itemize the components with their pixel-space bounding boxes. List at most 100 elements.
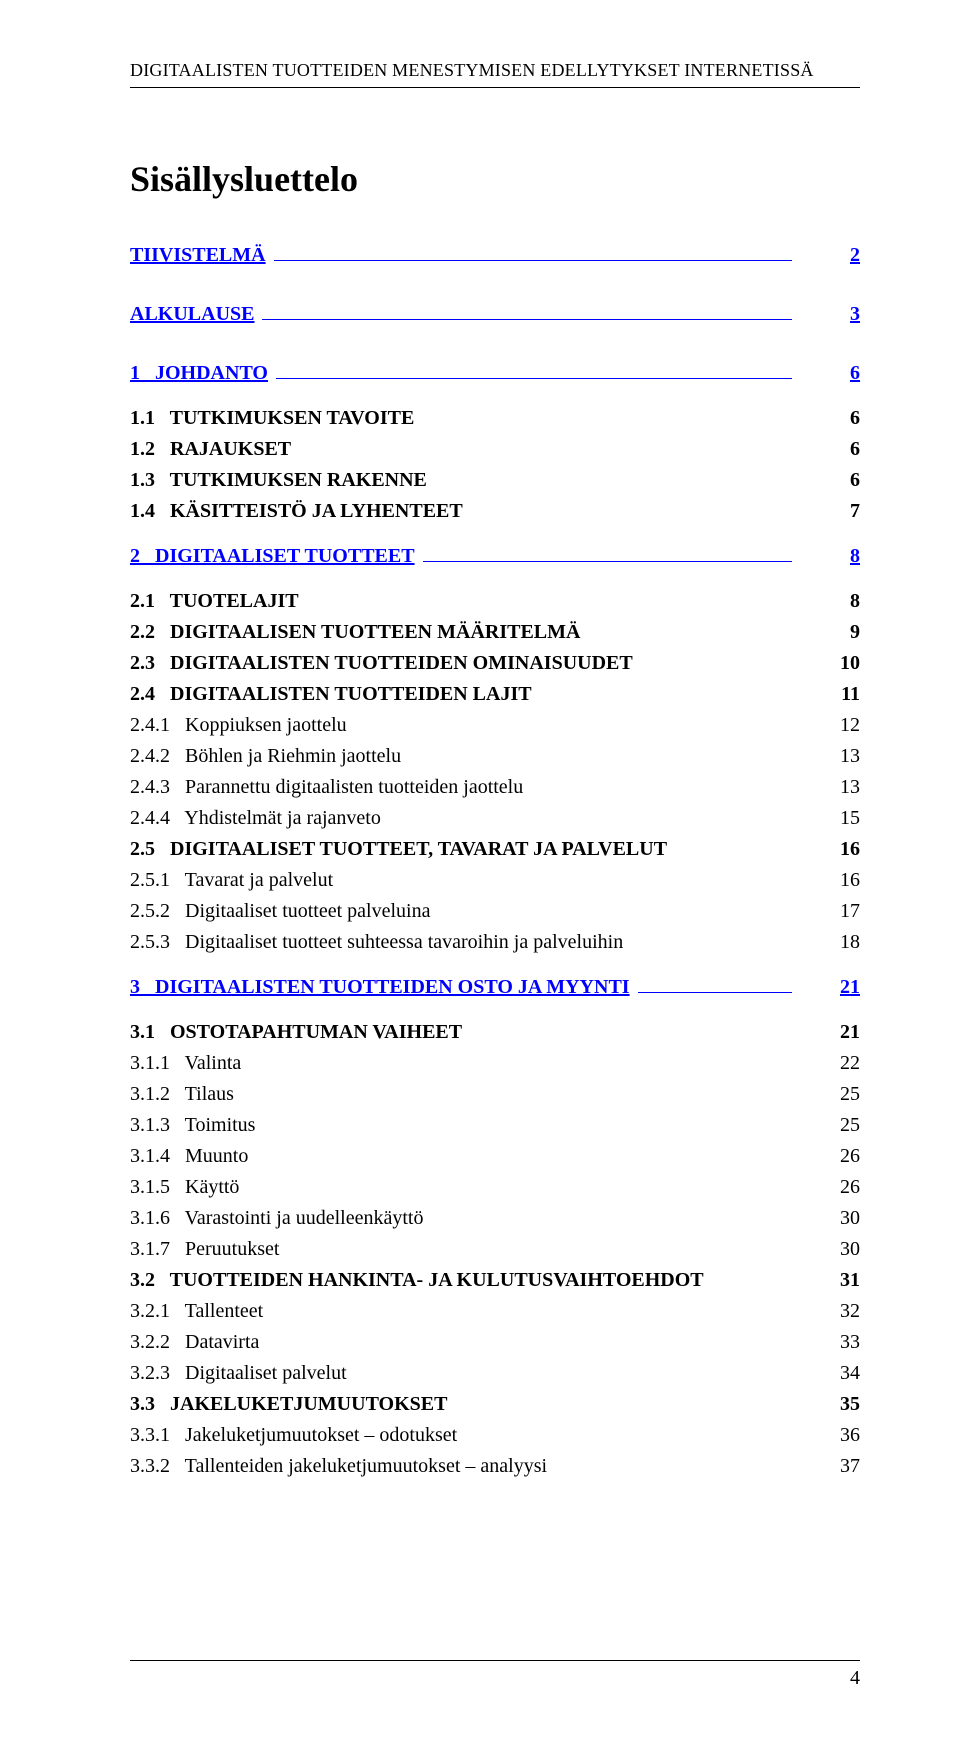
page-number: 4 bbox=[130, 1660, 860, 1690]
toc-leader-rule bbox=[262, 319, 792, 320]
toc-label: 1.4 KÄSITTEISTÖ JA LYHENTEET bbox=[130, 496, 463, 527]
toc-page-number: 30 bbox=[800, 1234, 860, 1265]
toc-page-number[interactable]: 3 bbox=[800, 299, 860, 330]
toc-page-number: 10 bbox=[800, 648, 860, 679]
page-footer: 4 bbox=[130, 1660, 860, 1690]
toc-label[interactable]: 3 DIGITAALISTEN TUOTTEIDEN OSTO JA MYYNT… bbox=[130, 972, 630, 1003]
toc-label[interactable]: 2 DIGITAALISET TUOTTEET bbox=[130, 541, 415, 572]
toc-line: 3.2.3 Digitaaliset palvelut34 bbox=[130, 1358, 860, 1389]
toc-label: 2.4.3 Parannettu digitaalisten tuotteide… bbox=[130, 772, 523, 803]
toc-page-number: 22 bbox=[800, 1048, 860, 1079]
toc-label: 3.3.2 Tallenteiden jakeluketjumuutokset … bbox=[130, 1451, 547, 1482]
toc-label: 3.1.2 Tilaus bbox=[130, 1079, 234, 1110]
toc-page-number: 9 bbox=[800, 617, 860, 648]
toc-page-number: 31 bbox=[800, 1265, 860, 1296]
toc-label: 3.3.1 Jakeluketjumuutokset – odotukset bbox=[130, 1420, 457, 1451]
toc-page-number: 16 bbox=[800, 834, 860, 865]
toc-line: 3.1.1 Valinta 22 bbox=[130, 1048, 860, 1079]
toc-line: 3.3.1 Jakeluketjumuutokset – odotukset36 bbox=[130, 1420, 860, 1451]
toc-page-number: 17 bbox=[800, 896, 860, 927]
toc-line: 2.3 DIGITAALISTEN TUOTTEIDEN OMINAISUUDE… bbox=[130, 648, 860, 679]
toc-leader-rule bbox=[274, 260, 792, 261]
toc-line: 1.4 KÄSITTEISTÖ JA LYHENTEET 7 bbox=[130, 496, 860, 527]
toc-page-number: 30 bbox=[800, 1203, 860, 1234]
toc-page-number: 13 bbox=[800, 741, 860, 772]
table-of-contents: TIIVISTELMÄ2ALKULAUSE31 JOHDANTO61.1 TUT… bbox=[130, 240, 860, 1482]
toc-line: 3.3 JAKELUKETJUMUUTOKSET35 bbox=[130, 1389, 860, 1420]
toc-page-number: 26 bbox=[800, 1172, 860, 1203]
toc-page-number: 25 bbox=[800, 1110, 860, 1141]
toc-label: 3.1.3 Toimitus bbox=[130, 1110, 255, 1141]
toc-page-number: 7 bbox=[800, 496, 860, 527]
toc-line: 2.4.4 Yhdistelmät ja rajanveto15 bbox=[130, 803, 860, 834]
toc-page-number: 32 bbox=[800, 1296, 860, 1327]
toc-page-number: 13 bbox=[800, 772, 860, 803]
toc-leader-rule bbox=[423, 561, 792, 562]
toc-gap bbox=[130, 572, 860, 586]
toc-page-number[interactable]: 6 bbox=[800, 358, 860, 389]
toc-gap bbox=[130, 1003, 860, 1017]
toc-label: 3.1.1 Valinta bbox=[130, 1048, 241, 1079]
toc-label: 2.4.1 Koppiuksen jaottelu bbox=[130, 710, 347, 741]
toc-label: 2.4 DIGITAALISTEN TUOTTEIDEN LAJIT bbox=[130, 679, 532, 710]
toc-line[interactable]: 2 DIGITAALISET TUOTTEET 8 bbox=[130, 541, 860, 572]
toc-page-number: 6 bbox=[800, 403, 860, 434]
toc-label: 3.1.6 Varastointi ja uudelleenkäyttö bbox=[130, 1203, 423, 1234]
toc-page-number: 6 bbox=[800, 434, 860, 465]
toc-label: 2.2 DIGITAALISEN TUOTTEEN MÄÄRITELMÄ bbox=[130, 617, 580, 648]
toc-line: 3.2.2 Datavirta33 bbox=[130, 1327, 860, 1358]
toc-line: 3.1.5 Käyttö 26 bbox=[130, 1172, 860, 1203]
toc-page-number: 18 bbox=[800, 927, 860, 958]
toc-line: 2.5.1 Tavarat ja palvelut16 bbox=[130, 865, 860, 896]
toc-page-number: 37 bbox=[800, 1451, 860, 1482]
toc-page-number[interactable]: 8 bbox=[800, 541, 860, 572]
toc-line: 3.1.6 Varastointi ja uudelleenkäyttö 30 bbox=[130, 1203, 860, 1234]
toc-line[interactable]: 1 JOHDANTO 6 bbox=[130, 358, 860, 389]
toc-page-number: 12 bbox=[800, 710, 860, 741]
toc-page-number[interactable]: 2 bbox=[800, 240, 860, 271]
toc-label: 3.2.3 Digitaaliset palvelut bbox=[130, 1358, 347, 1389]
toc-line: 3.1 OSTOTAPAHTUMAN VAIHEET 21 bbox=[130, 1017, 860, 1048]
toc-gap bbox=[130, 958, 860, 972]
toc-gap bbox=[130, 389, 860, 403]
toc-label: 2.5 DIGITAALISET TUOTTEET, TAVARAT JA PA… bbox=[130, 834, 667, 865]
toc-label: 2.3 DIGITAALISTEN TUOTTEIDEN OMINAISUUDE… bbox=[130, 648, 633, 679]
toc-line: 3.1.2 Tilaus 25 bbox=[130, 1079, 860, 1110]
toc-label: 1.2 RAJAUKSET bbox=[130, 434, 291, 465]
toc-label[interactable]: 1 JOHDANTO bbox=[130, 358, 268, 389]
toc-page-number: 6 bbox=[800, 465, 860, 496]
toc-line[interactable]: 3 DIGITAALISTEN TUOTTEIDEN OSTO JA MYYNT… bbox=[130, 972, 860, 1003]
toc-label: 2.4.4 Yhdistelmät ja rajanveto bbox=[130, 803, 381, 834]
toc-leader-rule bbox=[638, 992, 792, 993]
toc-page-number: 25 bbox=[800, 1079, 860, 1110]
toc-label: 2.5.3 Digitaaliset tuotteet suhteessa ta… bbox=[130, 927, 623, 958]
toc-line: 2.5.2 Digitaaliset tuotteet palveluina17 bbox=[130, 896, 860, 927]
toc-label: 3.1.5 Käyttö bbox=[130, 1172, 239, 1203]
toc-page-number: 21 bbox=[800, 1017, 860, 1048]
toc-label: 3.2 TUOTTEIDEN HANKINTA- JA KULUTUSVAIHT… bbox=[130, 1265, 704, 1296]
toc-page-number[interactable]: 21 bbox=[800, 972, 860, 1003]
toc-gap bbox=[130, 271, 860, 299]
toc-line[interactable]: TIIVISTELMÄ 2 bbox=[130, 240, 860, 271]
toc-line: 2.4.1 Koppiuksen jaottelu 12 bbox=[130, 710, 860, 741]
toc-page-number: 35 bbox=[800, 1389, 860, 1420]
toc-line: 3.2 TUOTTEIDEN HANKINTA- JA KULUTUSVAIHT… bbox=[130, 1265, 860, 1296]
running-head: DIGITAALISTEN TUOTTEIDEN MENESTYMISEN ED… bbox=[130, 60, 860, 88]
toc-label: 3.1.4 Muunto bbox=[130, 1141, 248, 1172]
toc-gap bbox=[130, 527, 860, 541]
toc-line: 1.1 TUTKIMUKSEN TAVOITE 6 bbox=[130, 403, 860, 434]
toc-line[interactable]: ALKULAUSE 3 bbox=[130, 299, 860, 330]
toc-line: 2.4.2 Böhlen ja Riehmin jaottelu13 bbox=[130, 741, 860, 772]
toc-leader-rule bbox=[276, 378, 792, 379]
toc-label: 2.1 TUOTELAJIT bbox=[130, 586, 299, 617]
toc-line: 3.3.2 Tallenteiden jakeluketjumuutokset … bbox=[130, 1451, 860, 1482]
toc-line: 2.5.3 Digitaaliset tuotteet suhteessa ta… bbox=[130, 927, 860, 958]
toc-label[interactable]: TIIVISTELMÄ bbox=[130, 240, 266, 271]
toc-label[interactable]: ALKULAUSE bbox=[130, 299, 254, 330]
toc-label: 2.5.1 Tavarat ja palvelut bbox=[130, 865, 333, 896]
toc-label: 3.1 OSTOTAPAHTUMAN VAIHEET bbox=[130, 1017, 462, 1048]
toc-label: 1.1 TUTKIMUKSEN TAVOITE bbox=[130, 403, 414, 434]
toc-line: 2.5 DIGITAALISET TUOTTEET, TAVARAT JA PA… bbox=[130, 834, 860, 865]
toc-line: 1.3 TUTKIMUKSEN RAKENNE6 bbox=[130, 465, 860, 496]
page-title: Sisällysluettelo bbox=[130, 158, 860, 200]
